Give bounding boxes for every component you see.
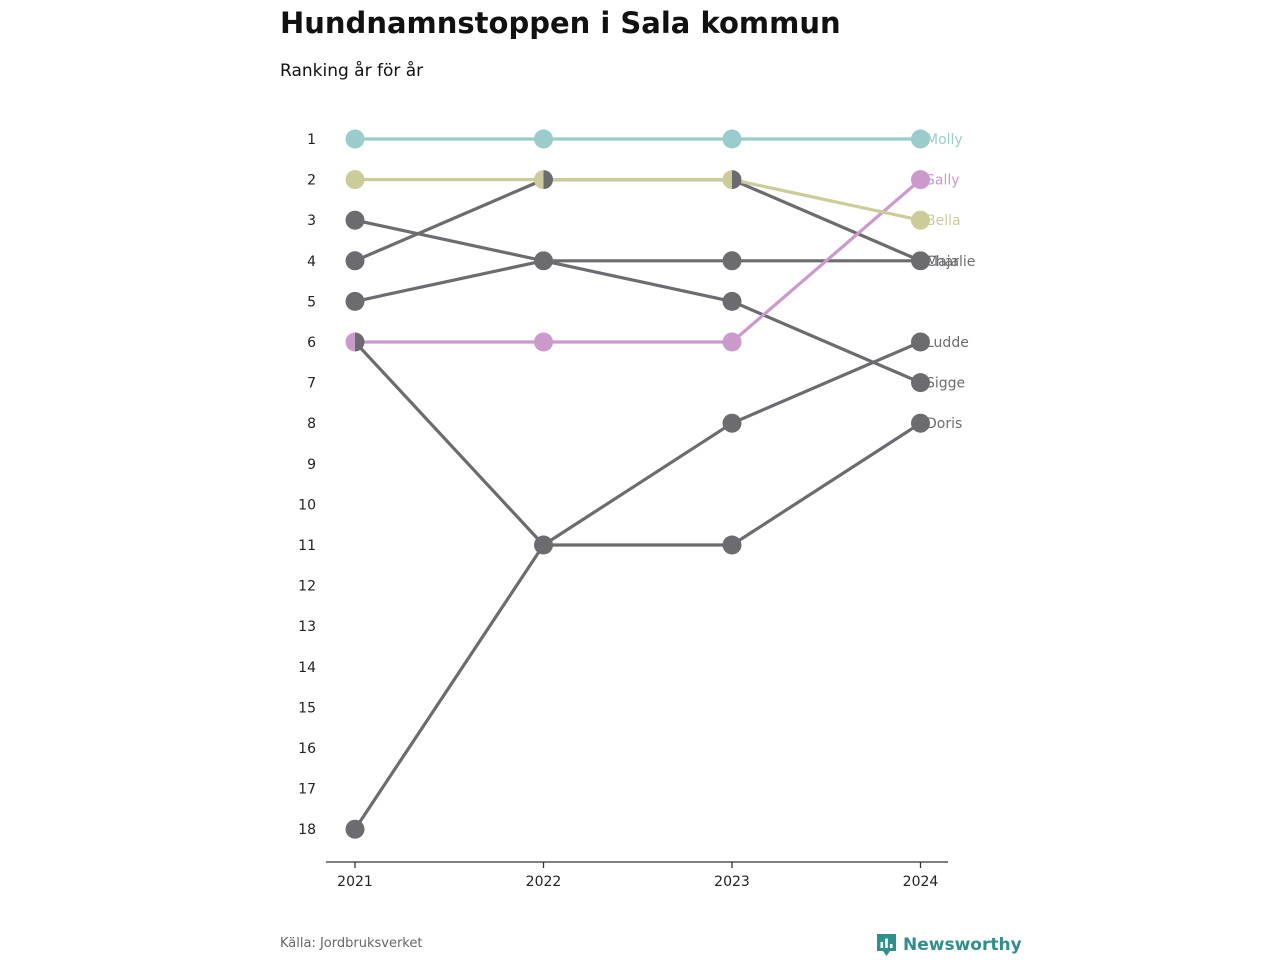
series-lines [353,137,923,831]
point-maja [345,251,365,271]
point-bella [345,170,365,190]
y-tick-label: 12 [298,579,316,595]
y-tick-label: 6 [307,335,316,351]
series-line-maja [353,178,923,263]
point-doris [355,332,365,352]
point-doris [543,535,553,555]
point-charlie [345,291,365,311]
brand-logo[interactable]: Newsworthy [876,933,1022,957]
series-label-bella: Bella [926,213,961,229]
point-molly [722,129,742,149]
x-axis: 2021 2022 2023 2024 [326,861,948,890]
point-sigge [543,251,553,271]
y-tick-label: 14 [298,660,316,676]
point-doris [911,413,930,433]
point-ludde [722,413,742,433]
series-label-doris: Doris [926,416,962,432]
point-doris [722,535,742,555]
y-tick-label: 9 [307,457,316,473]
series-label-sigge: Sigge [926,376,965,392]
series-line-sally [353,178,923,344]
point-sally [722,332,742,352]
point-bella [534,170,544,190]
point-bella [911,210,930,230]
brand-name: Newsworthy [903,935,1022,955]
y-tick-label: 5 [307,294,316,310]
y-tick-label: 17 [298,782,316,798]
y-tick-label: 4 [307,254,316,270]
y-tick-label: 1 [307,132,316,148]
point-ludde [534,535,544,555]
point-sigge [722,291,742,311]
x-tick-label: 2023 [714,874,750,890]
y-tick-label: 16 [298,741,316,757]
series-label-molly: Molly [926,132,963,148]
series-label-ludde: Ludde [926,335,969,351]
point-sigge [345,210,365,230]
y-tick-label: 15 [298,700,316,716]
point-molly [534,129,553,149]
y-tick-label: 11 [298,538,316,554]
point-molly [911,129,930,149]
x-tick-label: 2021 [337,874,373,890]
source-note: Källa: Jordbruksverket [280,936,423,951]
point-sally [345,332,355,352]
series-line-bella [353,178,923,222]
series-points [345,129,930,839]
point-charlie [534,251,544,271]
series-line-sigge [353,218,923,385]
chart-title: Hundnamnstoppen i Sala kommun [280,6,841,40]
y-tick-label: 2 [307,173,316,189]
series-label-sally: Sally [926,173,960,189]
point-maja [543,170,553,190]
series-line-doris [353,340,923,547]
y-tick-label: 10 [298,497,316,513]
series-label-maja: Maja [926,254,959,270]
point-sigge [911,373,930,393]
x-tick-label: 2024 [903,874,939,890]
chart-subtitle: Ranking år för år [280,61,424,81]
point-molly [345,129,365,149]
point-ludde [345,819,365,839]
point-maja [911,251,921,271]
y-tick-label: 7 [307,376,316,392]
point-ludde [911,332,930,352]
y-tick-label: 13 [298,619,316,635]
point-charlie [920,251,930,271]
series-label-charlie: Charlie [926,254,975,270]
x-tick-label: 2022 [526,874,562,890]
point-maja [732,170,742,190]
y-tick-label: 3 [307,213,316,229]
point-sally [534,332,553,352]
series-line-ludde [353,340,923,831]
y-tick-label: 8 [307,416,316,432]
y-tick-label: 18 [298,822,316,838]
point-charlie [722,251,742,271]
point-bella [722,170,732,190]
newsworthy-logo-icon [877,934,896,956]
point-sally [911,170,930,190]
